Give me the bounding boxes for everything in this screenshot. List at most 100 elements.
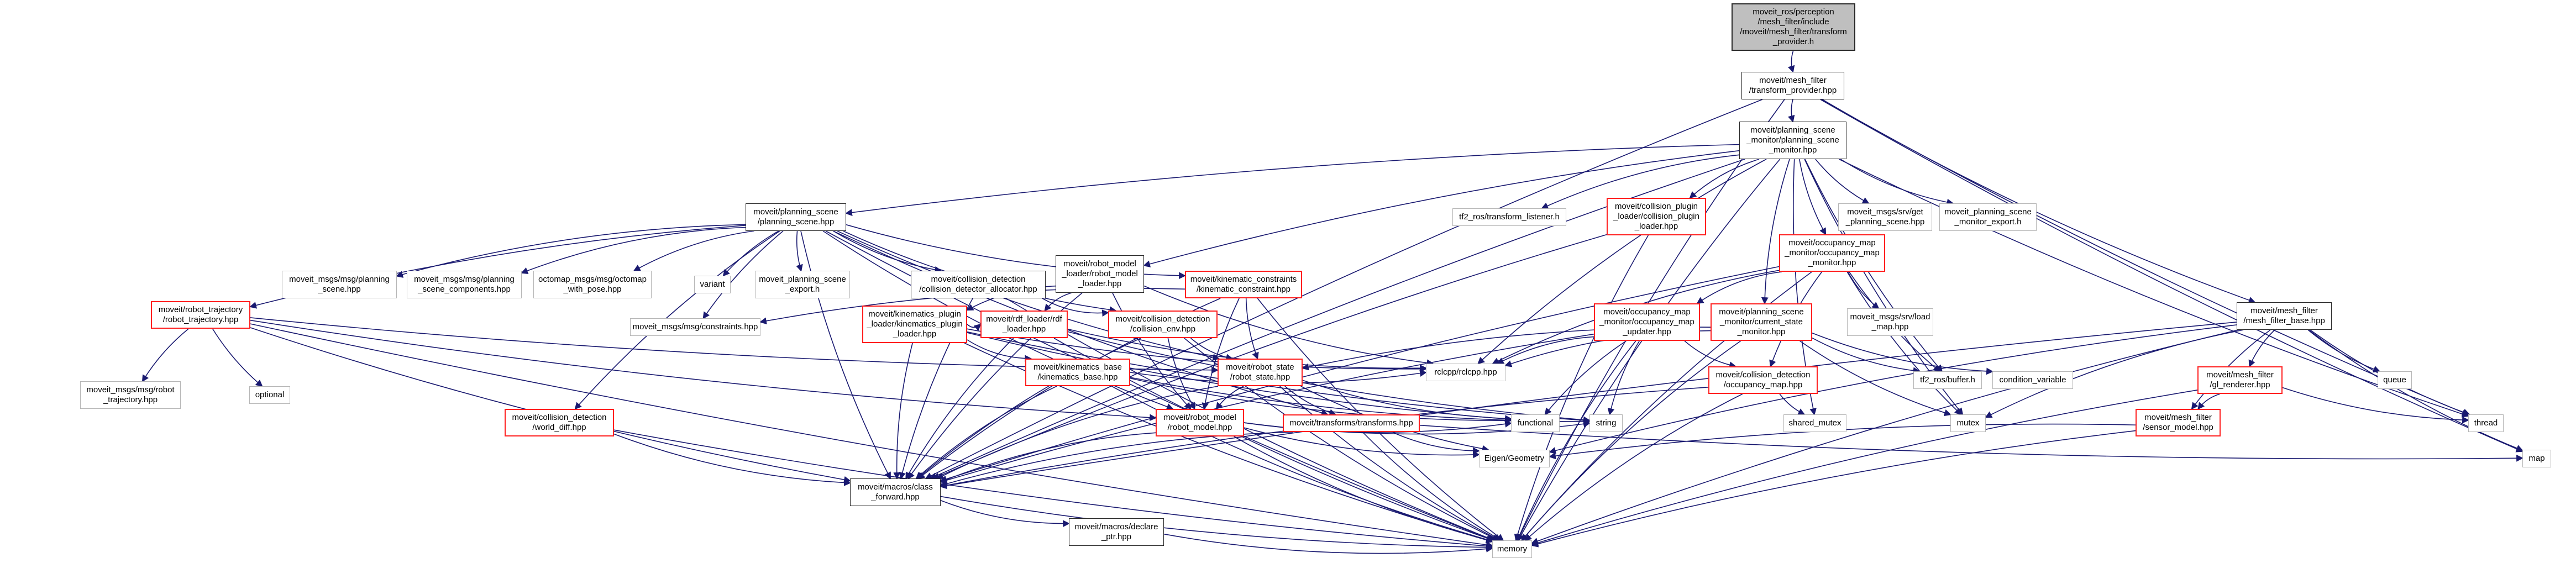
graph-node-variant[interactable]: variant [694, 276, 731, 293]
include-edge-smod-mem [1531, 430, 2136, 548]
include-edge-om-cf [940, 387, 1709, 489]
include-edge-cf-dp [940, 500, 1070, 528]
include-edge-omm-lm [1847, 271, 1880, 309]
graph-node-rml[interactable]: moveit/robot_model _loader/robot_model _… [1056, 255, 1144, 293]
include-edge-omu-om [1684, 340, 1736, 369]
graph-node-func[interactable]: functional [1511, 414, 1560, 432]
graph-node-mpsc[interactable]: moveit_msgs/msg/planning _scene_componen… [407, 271, 522, 298]
graph-node-rt[interactable]: moveit/robot_trajectory /robot_trajector… [151, 301, 250, 329]
include-edge-kc-rs [1245, 298, 1259, 360]
graph-node-dp[interactable]: moveit/macros/declare _ptr.hpp [1069, 518, 1164, 546]
graph-node-map[interactable]: map [2522, 450, 2551, 467]
graph-node-gps[interactable]: moveit_msgs/srv/get _planning_scene.hpp [1838, 203, 1932, 231]
include-edge-omm-mutex [1846, 271, 1962, 415]
graph-node-kc[interactable]: moveit/kinematic_constraints /kinematic_… [1185, 271, 1302, 298]
graph-node-thread[interactable]: thread [2468, 414, 2504, 432]
graph-node-mfb[interactable]: moveit/mesh_filter /mesh_filter_base.hpp [2237, 302, 2332, 330]
graph-node-tf2l[interactable]: tf2_ros/transform_listener.h [1452, 208, 1566, 226]
include-edge-ps-mpsc [521, 227, 746, 275]
include-edge-cf-mem [940, 496, 1493, 551]
include-edge-omu-str [1607, 340, 1640, 415]
include-edge-rs-tfm [1284, 386, 1337, 416]
graph-node-owp[interactable]: octomap_msgs/msg/octomap _with_pose.hpp [533, 271, 652, 298]
graph-node-cf[interactable]: moveit/macros/class _forward.hpp [850, 478, 941, 506]
include-edge-rs-mem [1279, 386, 1501, 541]
graph-node-kb[interactable]: moveit/kinematics_base /kinematics_base.… [1025, 359, 1130, 386]
graph-node-psme[interactable]: moveit_planning_scene _monitor_export.h [1939, 203, 2037, 231]
include-edge-rs-func [1302, 380, 1512, 422]
include-edge-tfm-eigen [1392, 432, 1480, 455]
graph-node-mrt[interactable]: moveit_msgs/msg/robot _trajectory.hpp [80, 381, 181, 409]
graph-node-pse[interactable]: moveit_planning_scene _export.h [755, 271, 850, 298]
include-edge-omm-omu [1696, 271, 1782, 304]
include-edge-csm-tf2b [1812, 337, 1921, 375]
graph-node-omu[interactable]: moveit/occupancy_map _monitor/occupancy_… [1594, 303, 1700, 341]
include-edge-env-rm [1167, 338, 1195, 410]
include-edge-kpl-cf [893, 343, 913, 480]
include-edge-rdf-cf [905, 338, 1014, 480]
include-edge-omu-func [1544, 340, 1627, 415]
graph-node-tfm[interactable]: moveit/transforms/transforms.hpp [1283, 414, 1420, 432]
graph-node-queue[interactable]: queue [2378, 371, 2412, 389]
graph-node-root[interactable]: moveit_ros/perception /mesh_filter/inclu… [1732, 3, 1855, 51]
include-edge-wd-mem [613, 429, 1493, 550]
graph-node-smod[interactable]: moveit/mesh_filter /sensor_model.hpp [2136, 409, 2221, 436]
include-edge-tfm-cf [940, 432, 1293, 487]
include-edge-tp-mfb [1822, 99, 2256, 304]
include-edge-tp-thread [1820, 99, 2469, 416]
include-edge-rs-rm [1215, 386, 1244, 410]
graph-node-psm[interactable]: moveit/planning_scene _monitor/planning_… [1739, 122, 1846, 159]
include-edge-psm-psme [1840, 159, 1954, 206]
graph-node-ps[interactable]: moveit/planning_scene /planning_scene.hp… [746, 203, 846, 231]
graph-node-cpl[interactable]: moveit/collision_plugin _loader/collisio… [1607, 198, 1706, 235]
graph-node-mutex[interactable]: mutex [1950, 414, 1986, 432]
include-edge-mfb-eigen [1549, 324, 2237, 454]
graph-node-sm[interactable]: shared_mutex [1783, 414, 1846, 432]
graph-node-rs[interactable]: moveit/robot_state /robot_state.hpp [1218, 359, 1303, 386]
include-edge-root-tp [1787, 50, 1795, 73]
include-edge-mfb-gl [2248, 329, 2275, 367]
include-edge-omu-mem [1516, 340, 1636, 541]
include-edge-env-rs [1190, 338, 1234, 361]
include-edge-ps-cda [833, 230, 942, 273]
include-edge-ps-mps [396, 224, 746, 278]
graph-node-om[interactable]: moveit/collision_detection /occupancy_ma… [1708, 366, 1818, 394]
graph-node-cv[interactable]: condition_variable [1992, 371, 2073, 389]
include-edge-psm-cpl [1689, 159, 1760, 199]
include-edge-kb-cf [915, 386, 1057, 480]
include-edge-psm-csm [1761, 159, 1790, 304]
include-edge-psm-ps [845, 144, 1740, 216]
include-edge-rt-mem [250, 323, 1493, 549]
graph-node-lm[interactable]: moveit_msgs/srv/load _map.hpp [1847, 308, 1933, 336]
graph-node-env[interactable]: moveit/collision_detection /collision_en… [1108, 311, 1218, 338]
graph-node-cda[interactable]: moveit/collision_detection /collision_de… [911, 271, 1046, 298]
graph-node-optional[interactable]: optional [249, 386, 290, 404]
include-edge-ps-cf [800, 230, 891, 480]
graph-node-tp[interactable]: moveit/mesh_filter /transform_provider.h… [1741, 72, 1844, 99]
graph-node-omm[interactable]: moveit/occupancy_map _monitor/occupancy_… [1779, 234, 1885, 272]
include-edge-rt-cf [250, 327, 851, 483]
graph-node-mem[interactable]: memory [1492, 540, 1532, 558]
graph-node-rclcpp[interactable]: rclcpp/rclcpp.hpp [1426, 364, 1505, 381]
graph-node-wd[interactable]: moveit/collision_detection /world_diff.h… [505, 409, 614, 436]
include-edge-mfb-map [2308, 329, 2523, 452]
graph-node-csm[interactable]: moveit/planning_scene _monitor/current_s… [1711, 303, 1812, 341]
include-edge-dp-mem [1163, 533, 1493, 554]
include-edge-tp-psm [1787, 99, 1795, 123]
graph-node-gl[interactable]: moveit/mesh_filter /gl_renderer.hpp [2197, 366, 2283, 394]
graph-node-tf2b[interactable]: tf2_ros/buffer.h [1913, 371, 1982, 389]
graph-node-str[interactable]: string [1589, 414, 1623, 432]
graph-node-mc[interactable]: moveit_msgs/msg/constraints.hpp [630, 318, 760, 336]
include-edge-cda-mem [1005, 298, 1496, 541]
include-edge-omu-rclcpp [1496, 336, 1594, 364]
include-edge-psm-omm [1799, 159, 1827, 235]
include-edge-ps-pse [796, 230, 803, 272]
graph-node-rdf[interactable]: moveit/rdf_loader/rdf _loader.hpp [980, 311, 1068, 338]
graph-node-mps[interactable]: moveit_msgs/msg/planning _scene.hpp [282, 271, 397, 298]
include-edge-rm-cf [940, 432, 1156, 483]
graph-node-rm[interactable]: moveit/robot_model /robot_model.hpp [1156, 409, 1244, 436]
include-edge-mfb-mem [1531, 329, 2239, 545]
graph-node-kpl[interactable]: moveit/kinematics_plugin _loader/kinemat… [862, 306, 967, 343]
graph-node-eigen[interactable]: Eigen/Geometry [1479, 450, 1550, 467]
